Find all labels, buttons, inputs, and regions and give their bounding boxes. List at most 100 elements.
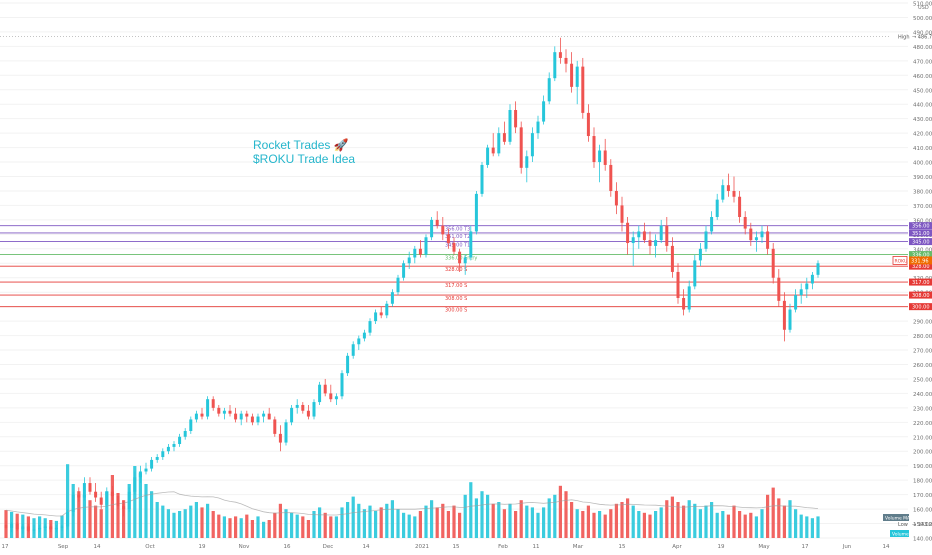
time-axis[interactable]: 17 Sep 14 Oct 19 Nov 16 Dec 14 2021 15 Feb 11 Mar 15 Ap…	[2, 544, 890, 550]
volume-bar	[340, 507, 344, 538]
volume-bar	[334, 516, 338, 538]
volume-bar	[368, 505, 372, 538]
level-tag	[909, 238, 932, 246]
candle-body	[362, 332, 366, 339]
volume-bar	[418, 511, 422, 538]
time-tick-label: 19	[718, 544, 725, 550]
price-tick-label: 390.00	[913, 175, 932, 181]
candle-body	[491, 147, 495, 154]
annotation-line-2: $ROKU Trade Idea	[253, 152, 356, 166]
level-label: 345.00 T1	[445, 243, 470, 249]
volume-bar	[357, 503, 361, 538]
trade-idea-annotation: Rocket Trades 🚀 $ROKU Trade Idea	[253, 138, 355, 166]
price-tick-label: 170.00	[913, 493, 932, 499]
volume-bar	[805, 516, 809, 538]
volume-bar	[88, 500, 92, 538]
volume-bar	[256, 516, 260, 538]
volume-bar	[760, 509, 764, 538]
time-tick-label: 16	[284, 544, 291, 550]
candle-body	[771, 248, 775, 278]
candle-body	[166, 446, 170, 452]
candle-body	[43, 526, 47, 528]
volume-bar	[379, 507, 383, 538]
volume-bar	[782, 505, 786, 538]
candle-body	[519, 127, 523, 168]
candle-body	[396, 277, 400, 293]
volume-bar	[323, 512, 327, 538]
volume-bar	[351, 496, 355, 538]
volume-bars	[4, 464, 820, 538]
price-tick-label: 290.00	[913, 320, 932, 326]
time-tick-label: 11	[533, 544, 540, 550]
price-tick-label: 190.00	[913, 464, 932, 470]
volume-bar	[687, 500, 691, 538]
candle-body	[648, 240, 652, 246]
candle-body	[49, 526, 53, 530]
volume-bar	[178, 511, 182, 538]
volume-bar	[704, 505, 708, 538]
candle-body	[217, 407, 221, 414]
time-tick-label: May	[758, 544, 770, 550]
level-tag	[909, 303, 932, 311]
candle-body	[200, 413, 204, 417]
candle-body	[110, 491, 114, 497]
volume-bar	[799, 514, 803, 538]
candle-body	[497, 133, 501, 154]
candle-body	[306, 410, 310, 417]
volume-bar	[810, 518, 814, 538]
volume-ma	[5, 491, 819, 517]
volume-bar	[766, 494, 770, 538]
candle-body	[413, 248, 417, 258]
price-tick-label: 230.00	[913, 406, 932, 412]
candle-body	[743, 217, 747, 229]
level-label: 300.00 S	[445, 308, 467, 314]
candle-body	[581, 66, 585, 113]
candle-body	[99, 497, 103, 505]
volume-bar	[794, 509, 798, 538]
candle-body	[178, 436, 182, 445]
volume-bar	[262, 521, 266, 538]
candle-body	[458, 251, 462, 264]
volume-bar	[228, 518, 232, 538]
candle-body	[424, 237, 428, 255]
candle-body	[799, 289, 803, 296]
volume-bar	[234, 516, 238, 538]
price-tick-label: 150.00	[913, 522, 932, 528]
volume-bar	[407, 514, 411, 538]
candle-body	[94, 491, 98, 498]
volume-bar	[648, 514, 652, 538]
candle-body	[525, 156, 529, 168]
candle-body	[290, 407, 294, 423]
volume-bar	[598, 511, 602, 538]
candle-body	[738, 196, 742, 217]
volume-bar	[738, 511, 742, 538]
volume-bar	[519, 500, 523, 538]
candle-body	[133, 477, 137, 492]
candle-body	[172, 444, 176, 447]
volume-ma-tag	[883, 514, 909, 521]
candle-body	[810, 274, 814, 284]
candle-body	[687, 286, 691, 310]
price-axis[interactable]: 140.00 150.00 160.00 170.00 180.00 190.00 200.…	[913, 2, 932, 543]
price-tick-label: 280.00	[913, 334, 932, 340]
candle-body	[402, 263, 406, 278]
price-tick-label: 220.00	[913, 421, 932, 427]
candle-body	[564, 57, 568, 64]
volume-bar	[183, 509, 187, 538]
volume-bar	[754, 516, 758, 538]
candle-body	[676, 271, 680, 298]
candle-body	[368, 321, 372, 333]
candle-body	[430, 219, 434, 238]
candle-body	[189, 419, 193, 431]
candle-body	[301, 404, 305, 411]
price-tick-label: 450.00	[913, 88, 932, 94]
volume-bar	[508, 503, 512, 538]
volume-bar	[312, 511, 316, 538]
volume-bar	[250, 520, 254, 538]
candle-body	[620, 205, 624, 223]
volume-bar	[155, 502, 159, 538]
time-tick-label: Sep	[58, 544, 69, 550]
candle-body	[122, 506, 126, 510]
